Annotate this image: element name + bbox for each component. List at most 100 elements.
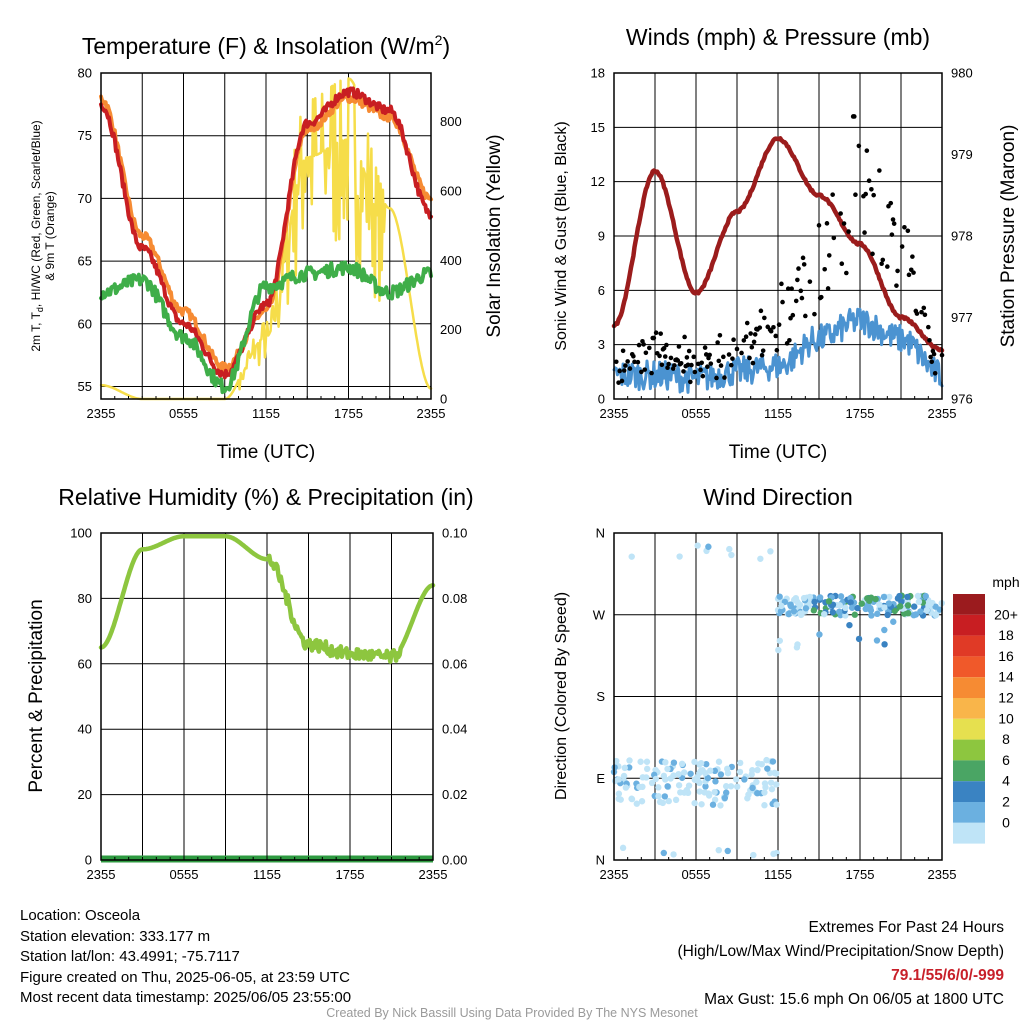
direction-point <box>732 776 740 783</box>
direction-point <box>704 774 712 782</box>
gust-point <box>747 355 752 361</box>
direction-point <box>643 758 651 765</box>
gust-point <box>760 348 766 353</box>
x-tick-label: 2355 <box>600 406 629 421</box>
gust-point <box>927 337 932 343</box>
direction-point <box>922 592 929 600</box>
direction-point <box>754 766 761 774</box>
direction-point <box>754 790 761 797</box>
direction-point <box>767 548 774 555</box>
temp-y2-axis-label: Solar Insolation (Yellow) <box>484 134 505 337</box>
legend-swatch <box>953 698 985 719</box>
temp-x-axis-label: Time (UTC) <box>217 442 316 463</box>
direction-point <box>694 542 701 549</box>
direction-point <box>872 595 879 603</box>
gust-points <box>613 114 945 385</box>
gust-point <box>862 230 867 235</box>
gust-point <box>902 224 907 230</box>
gust-point <box>889 232 895 237</box>
y-tick-label: 3 <box>598 337 605 352</box>
direction-point <box>749 784 756 792</box>
direction-point <box>761 802 768 809</box>
x-tick-label: 1155 <box>764 867 792 882</box>
direction-point <box>724 847 731 855</box>
legend-label: 18 <box>998 627 1014 643</box>
temp-y2-ticks: 0 200 400 600 800 <box>440 114 462 406</box>
direction-point <box>727 783 735 790</box>
direction-point <box>711 788 718 796</box>
gust-point <box>685 362 691 368</box>
direction-point <box>633 800 640 807</box>
direction-point <box>776 637 784 644</box>
temp-panel-title: Temperature (F) & Insolation (W/m2) <box>82 32 450 59</box>
gust-point <box>616 380 621 385</box>
gust-point <box>700 373 706 379</box>
direction-point <box>678 760 686 768</box>
direction-point <box>820 610 828 618</box>
direction-point <box>758 761 766 768</box>
direction-point <box>745 791 752 798</box>
direction-point <box>741 776 748 783</box>
gust-point <box>914 311 920 316</box>
station-latlon: Station lat/lon: 43.4991; -75.7117 <box>20 948 240 965</box>
y-tick-label: N <box>596 853 605 868</box>
direction-point <box>764 765 771 772</box>
gust-point <box>773 333 779 339</box>
gust-point <box>910 254 915 259</box>
pressure-line <box>611 136 945 353</box>
direction-point <box>773 781 780 788</box>
gust-point <box>818 294 824 300</box>
y2-tick-label: 976 <box>951 392 973 407</box>
rh-y2-ticks: 0.00 0.02 0.04 0.06 0.08 0.10 <box>442 526 467 868</box>
temp-2m-line <box>99 86 433 380</box>
x-tick-label: 0555 <box>682 406 711 421</box>
direction-point <box>680 769 688 776</box>
gust-point <box>931 351 937 357</box>
direction-point <box>777 608 785 615</box>
direction-point <box>897 603 904 610</box>
gust-point <box>826 253 832 258</box>
legend-label: 12 <box>998 690 1014 706</box>
direction-point <box>664 783 671 790</box>
meteogram-figure: Temperature (F) & Insolation (W/m2) 55 6 0… <box>26 24 1020 882</box>
gust-point <box>864 148 870 153</box>
direction-point <box>723 789 730 796</box>
gust-point <box>790 312 796 318</box>
direction-point <box>855 635 863 643</box>
direction-point <box>800 594 808 602</box>
direction-point <box>885 600 893 607</box>
gust-point <box>631 354 636 359</box>
direction-point <box>911 603 918 610</box>
station-info: Location: Osceola Station elevation: 333… <box>20 906 351 1009</box>
direction-point <box>726 545 733 553</box>
direction-point <box>636 783 643 791</box>
x-tick-label: 2355 <box>87 867 116 882</box>
y-tick-label: 55 <box>78 379 92 394</box>
gust-point <box>863 191 868 197</box>
wind-panel-title: Winds (mph) & Pressure (mb) <box>626 24 930 50</box>
x-tick-label: 0555 <box>169 406 198 421</box>
direction-point <box>628 795 636 803</box>
direction-point <box>816 594 824 601</box>
gust-point <box>839 261 845 267</box>
x-tick-label: 1755 <box>846 867 875 882</box>
direction-point <box>621 764 629 772</box>
gust-point <box>676 344 682 349</box>
gust-point <box>678 360 684 366</box>
y-tick-label: 9 <box>598 229 605 244</box>
gust-point <box>856 143 862 149</box>
direction-point <box>770 850 777 858</box>
direction-point <box>697 760 705 767</box>
legend-label: 6 <box>1002 752 1010 768</box>
direction-point <box>664 765 671 773</box>
gust-point <box>852 114 857 119</box>
direction-point <box>776 593 783 600</box>
direction-point <box>836 608 843 616</box>
y-tick-label: 6 <box>598 283 605 298</box>
gust-point <box>846 229 851 234</box>
direction-point <box>711 796 719 803</box>
gust-point <box>905 228 911 234</box>
legend-label: 16 <box>998 648 1014 664</box>
direction-point <box>806 593 814 601</box>
extremes-subtitle: (High/Low/Max Wind/Precipitation/Snow De… <box>677 943 1005 960</box>
